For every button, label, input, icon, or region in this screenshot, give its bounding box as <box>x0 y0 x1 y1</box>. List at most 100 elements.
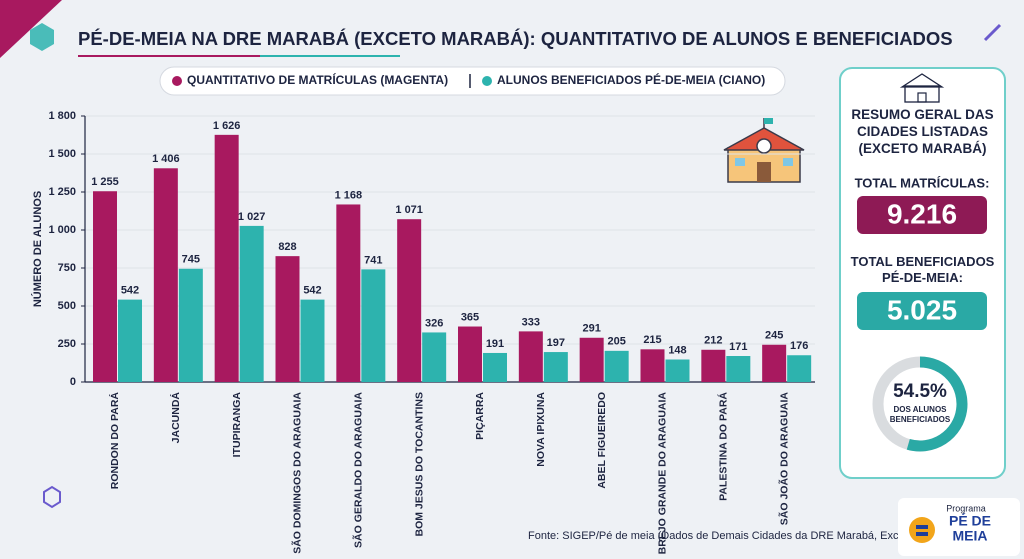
x-tick-label: ITUPIRANGA <box>231 392 243 458</box>
bar <box>787 355 812 382</box>
y-tick-label: 0 <box>70 376 76 388</box>
bar <box>178 268 203 382</box>
value-label: 542 <box>303 285 321 297</box>
x-tick-label: ABEL FIGUEIREDO <box>596 392 608 489</box>
value-label: 741 <box>364 254 382 266</box>
total-beneficiaries-label-box: TOTAL BENEFICIADOS PÉ-DE-MEIA: <box>850 254 995 285</box>
hex-icon <box>43 485 61 509</box>
value-label: 1 406 <box>152 153 180 165</box>
value-label: 205 <box>607 336 625 348</box>
bar <box>93 191 117 382</box>
value-label: 1 626 <box>213 120 241 132</box>
total-enrollments: 9.216 <box>887 198 957 229</box>
value-label: 326 <box>425 317 443 329</box>
bar <box>214 134 239 382</box>
y-tick-label: 750 <box>58 262 76 274</box>
bar <box>579 337 604 382</box>
bar <box>239 225 264 382</box>
bar <box>640 349 665 382</box>
x-tick-label: RONDON DO PARÁ <box>108 392 121 490</box>
value-label: 191 <box>486 338 504 350</box>
x-tick-label: JACUNDÁ <box>169 392 182 444</box>
summary-title-box: RESUMO GERAL DAS CIDADES LISTADAS (EXCET… <box>851 107 993 156</box>
percent-label: 54.5% <box>893 381 947 402</box>
total-enrollments-label: TOTAL MATRÍCULAS: <box>855 175 990 190</box>
panel-school-icon <box>899 73 945 103</box>
value-label: 745 <box>182 254 200 266</box>
bar <box>518 331 543 382</box>
percent-caption-box: DOS ALUNOS BENEFICIADOS <box>889 405 951 424</box>
bar <box>118 299 142 382</box>
y-tick-label: 1 250 <box>48 186 76 198</box>
bar <box>275 256 300 382</box>
bar <box>762 344 787 382</box>
value-label: 333 <box>522 316 540 328</box>
bar <box>397 219 422 382</box>
y-tick-label: 1 000 <box>48 224 76 236</box>
value-label: 1 071 <box>395 204 423 216</box>
x-tick-label: BREJO GRANDE DO ARAGUAIA <box>657 392 669 555</box>
x-tick-label: SÃO GERALDO DO ARAGUAIA <box>352 392 365 548</box>
legend-swatch <box>482 76 492 86</box>
value-label: 1 255 <box>91 176 119 188</box>
total-beneficiaries-label: TOTAL BENEFICIADOS PÉ-DE-MEIA: <box>850 254 995 285</box>
x-tick-label: PALESTINA DO PARÁ <box>717 392 730 501</box>
value-label: 176 <box>790 340 808 352</box>
bar <box>153 168 178 382</box>
bar <box>665 359 690 382</box>
x-tick-label: SÃO JOÃO DO ARAGUAIA <box>777 392 790 526</box>
value-label: 215 <box>643 334 661 346</box>
bar <box>361 269 386 382</box>
summary-panel <box>839 67 1006 479</box>
value-label: 197 <box>547 337 565 349</box>
value-label: 291 <box>582 323 600 335</box>
legend-label: ALUNOS BENEFICIADOS PÉ-DE-MEIA (CIANO) <box>497 72 765 87</box>
x-tick-label: PIÇARRA <box>474 392 486 440</box>
bar <box>458 326 482 382</box>
value-label: 1 027 <box>238 211 266 223</box>
bar <box>422 332 447 382</box>
corner-decoration <box>0 0 62 58</box>
logo-mark <box>916 532 928 536</box>
y-tick-label: 1 500 <box>48 148 76 160</box>
chart-title: PÉ-DE-MEIA NA DRE MARABÁ (EXCETO MARABÁ)… <box>78 28 953 49</box>
logo-text: PÉ DE <box>949 513 991 529</box>
value-label: 365 <box>461 311 479 323</box>
value-label: 148 <box>668 344 686 356</box>
logo-mark <box>909 517 935 543</box>
y-axis-label: NÚMERO DE ALUNOS <box>31 191 44 307</box>
logo-mark <box>916 525 928 529</box>
logo-text: MEIA <box>953 528 988 544</box>
bar <box>300 299 325 382</box>
value-label: 212 <box>704 335 722 347</box>
bar <box>701 349 726 382</box>
legend-label: QUANTITATIVO DE MATRÍCULAS (MAGENTA) <box>187 72 448 87</box>
logo-text: Programa <box>946 503 986 513</box>
x-tick-label: SÃO DOMINGOS DO ARAGUAIA <box>291 392 304 554</box>
value-label: 542 <box>121 285 139 297</box>
percent-caption: DOS ALUNOS BENEFICIADOS <box>889 405 951 424</box>
donut-arc <box>906 356 968 452</box>
x-tick-label: BOM JESUS DO TOCANTINS <box>413 392 425 537</box>
bar <box>543 352 568 382</box>
hex-icon <box>30 23 54 51</box>
y-tick-label: 250 <box>58 338 76 350</box>
value-label: 1 168 <box>335 189 363 201</box>
value-label: 171 <box>729 341 747 353</box>
total-beneficiaries-box <box>857 292 987 330</box>
y-tick-label: 500 <box>58 300 76 312</box>
value-label: 245 <box>765 330 783 342</box>
legend-box <box>159 66 786 96</box>
bar <box>483 352 507 382</box>
total-beneficiaries: 5.025 <box>887 294 957 325</box>
bar <box>726 356 751 382</box>
value-label: 828 <box>278 241 296 253</box>
bar <box>604 350 629 382</box>
logo-box <box>898 498 1020 556</box>
total-enrollments-box <box>857 196 987 234</box>
bar <box>336 204 361 382</box>
x-tick-label: NOVA IPIXUNA <box>535 392 547 467</box>
y-tick-label: 1 800 <box>48 110 76 122</box>
source-note: Fonte: SIGEP/Pé de meia (Dados de Demais… <box>528 530 958 542</box>
